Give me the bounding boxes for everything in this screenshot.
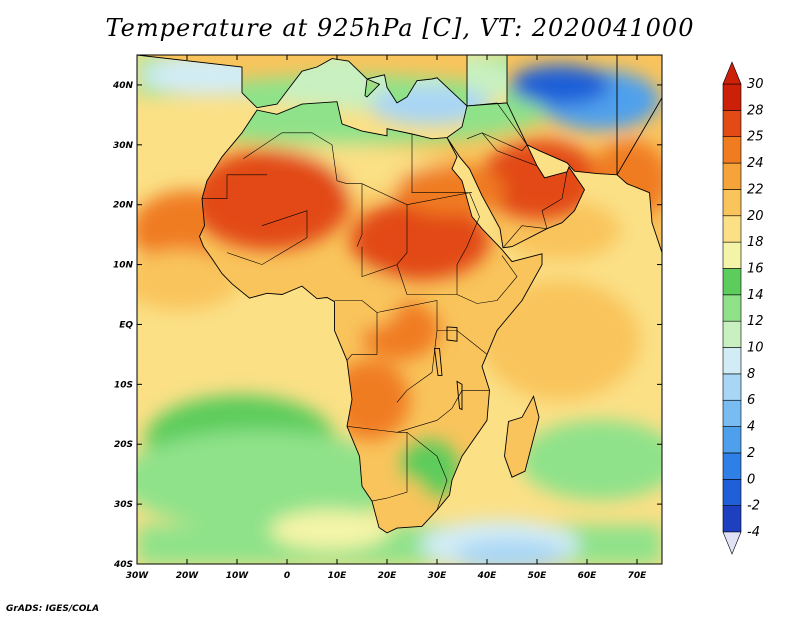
plot-frame xyxy=(136,54,663,565)
colorbar-swatch xyxy=(722,320,742,348)
colorbar-swatch xyxy=(722,189,742,217)
colorbar-level-label: 30 xyxy=(747,77,764,92)
lon-tick-label: 10E xyxy=(328,571,348,581)
colorbar-swatch xyxy=(722,399,742,427)
colorbar-swatch xyxy=(722,294,742,322)
colorbar-swatch xyxy=(722,215,742,243)
colorbar-under-arrow xyxy=(722,531,742,555)
longitude-axis: 30W 20W 10W 0 10E 20E 30E 40E 50E 60E 70E xyxy=(126,55,647,581)
colorbar-level-label: 14 xyxy=(747,288,764,303)
lat-tick-label: 30N xyxy=(113,141,134,151)
colorbar-swatch xyxy=(722,373,742,401)
colorbar-level-label: 22 xyxy=(747,182,764,197)
lon-tick-label: 70E xyxy=(628,571,648,581)
lat-tick-label: 30S xyxy=(114,500,133,510)
lon-tick-label: 30W xyxy=(126,571,150,581)
coastlines xyxy=(137,55,662,534)
colorbar-swatch xyxy=(722,162,742,190)
colorbar-swatch xyxy=(722,83,742,111)
colorbar-level-label: 20 xyxy=(747,209,764,224)
colorbar-swatch xyxy=(722,241,742,269)
colorbar-level-label: 18 xyxy=(747,235,764,250)
latitude-axis: 40N 30N 20N 10N EQ 10S 20S 30S 40S xyxy=(112,81,662,570)
colorbar-swatch xyxy=(722,478,742,506)
temperature-field xyxy=(137,55,662,564)
colorbar-swatch xyxy=(722,347,742,375)
colorbar-level-label: 8 xyxy=(747,367,755,382)
colorbar-swatch xyxy=(722,452,742,480)
colorbar-level-label: 6 xyxy=(747,393,755,408)
lat-tick-label: 40N xyxy=(112,81,134,91)
lon-tick-label: 50E xyxy=(528,571,548,581)
chart-title: Temperature at 925hPa [C], VT: 202004100… xyxy=(105,14,695,42)
colorbar-level-label: 4 xyxy=(747,420,755,435)
grads-credit: GrADS: IGES/COLA xyxy=(6,604,100,614)
lat-tick-label: 20N xyxy=(113,201,134,211)
colorbar-level-label: 24 xyxy=(747,156,764,171)
colorbar-level-label: 12 xyxy=(747,314,764,329)
colorbar-swatch xyxy=(722,426,742,454)
lon-tick-label: 60E xyxy=(578,571,598,581)
lat-tick-label: 10N xyxy=(113,261,134,271)
colorbar-swatch xyxy=(722,110,742,138)
lon-tick-label: 0 xyxy=(284,571,290,581)
lon-tick-label: 20E xyxy=(378,571,398,581)
lon-tick-label: 10W xyxy=(226,571,250,581)
colorbar-level-label: 10 xyxy=(747,341,764,356)
colorbar-over-arrow xyxy=(722,61,742,85)
lon-tick-label: 20W xyxy=(176,571,200,581)
colorbar-level-label: -2 xyxy=(747,499,760,514)
colorbar-swatch xyxy=(722,136,742,164)
colorbar-level-label: -4 xyxy=(747,525,760,540)
colorbar-level-label: 0 xyxy=(747,472,755,487)
country-borders xyxy=(202,102,568,511)
lat-tick-label: 20S xyxy=(114,440,133,450)
colorbar-level-label: 16 xyxy=(747,261,764,276)
lon-tick-label: 30E xyxy=(428,571,448,581)
colorbar-level-label: 28 xyxy=(747,103,764,118)
colorbar-level-label: 25 xyxy=(747,130,764,145)
colorbar-swatch xyxy=(722,505,742,533)
colorbar-level-label: 2 xyxy=(747,446,755,461)
lat-tick-label: 40S xyxy=(113,560,133,570)
lat-tick-label: EQ xyxy=(119,320,133,330)
lon-tick-label: 40E xyxy=(477,571,498,581)
lat-tick-label: 10S xyxy=(114,380,133,390)
colorbar-swatch xyxy=(722,268,742,296)
